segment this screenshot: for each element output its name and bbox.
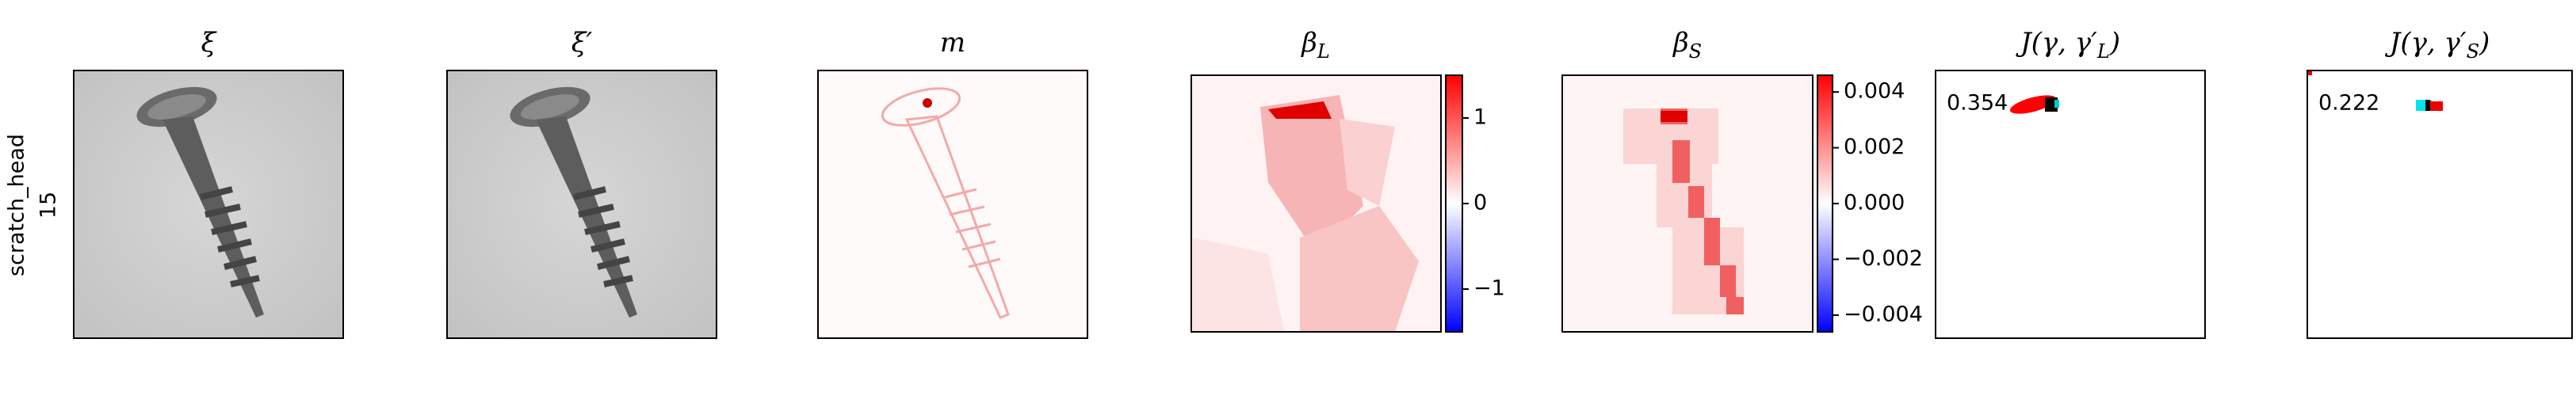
title-base: β (1672, 27, 1689, 59)
score-annotation: 0.222 (2318, 91, 2379, 116)
colorbar-tick-label: 0.002 (1844, 135, 1905, 159)
colorbar-tick-label: 0.004 (1844, 79, 1905, 104)
image-beta-l (1191, 74, 1442, 333)
colorbar-tick-label: −0.002 (1844, 246, 1923, 271)
plot-j-l (1935, 70, 2206, 339)
title-base: m (940, 27, 965, 59)
row-label: scratch_head (5, 134, 29, 276)
panel-title: βL (1300, 27, 1330, 63)
colorbar-tick-label: 0 (1473, 191, 1487, 215)
image-xi (73, 70, 344, 339)
score-annotation: 0.354 (1947, 91, 2008, 116)
image-xi-prime (446, 70, 717, 339)
row-index: 15 (36, 192, 61, 219)
title-base: J(γ, γ′ (2016, 27, 2097, 59)
title-sub: S (2467, 40, 2479, 63)
title-sub: L (1317, 40, 1330, 63)
colorbar-tick-label: 0.000 (1844, 191, 1905, 215)
panel-title: βS (1672, 27, 1702, 63)
title-sub: L (2096, 40, 2110, 63)
title-tail: ) (2109, 27, 2120, 59)
panel-title: J(γ, γ′L) (2016, 27, 2120, 63)
title-base: β (1300, 27, 1317, 59)
panel-title: ξ (201, 27, 218, 59)
panel-title: m (940, 27, 965, 59)
image-mask (817, 70, 1088, 339)
image-beta-s (1561, 74, 1814, 333)
title-tail: ) (2479, 27, 2490, 59)
panel-title: ξ′ (571, 27, 593, 59)
title-base: ξ′ (571, 27, 593, 59)
colorbar-tick-label: −0.004 (1844, 302, 1923, 326)
plot-j-s (2307, 70, 2573, 339)
colorbar (1445, 74, 1463, 333)
colorbar-tick-label: 1 (1473, 105, 1487, 130)
title-base: J(γ, γ′ (2385, 27, 2467, 59)
title-base: ξ (201, 27, 218, 59)
colorbar-tick-label: −1 (1473, 276, 1505, 301)
panel-title: J(γ, γ′S) (2385, 27, 2490, 63)
title-sub: S (1689, 40, 1702, 63)
colorbar (1817, 74, 1833, 333)
